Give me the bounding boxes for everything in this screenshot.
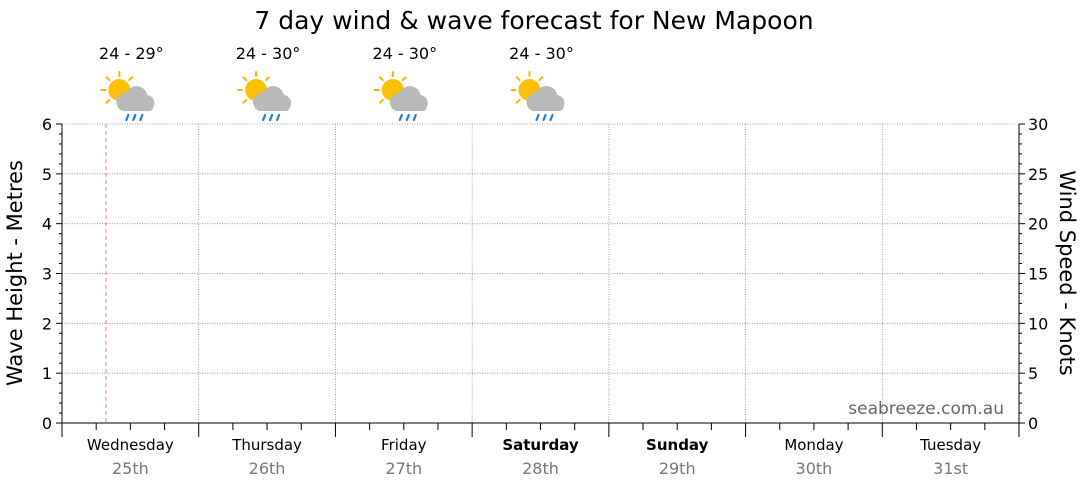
sun-ray xyxy=(105,76,111,82)
chart-title: 7 day wind & wave forecast for New Mapoo… xyxy=(254,6,813,35)
x-day-label: Wednesday xyxy=(87,436,174,454)
rain-drop xyxy=(542,113,547,122)
sun-ray xyxy=(515,98,521,104)
rain-drop xyxy=(275,113,281,122)
y-right-tick-label: 20 xyxy=(1028,215,1048,234)
daily-temp-range: 24 - 30° xyxy=(372,44,437,63)
y-right-tick-label: 25 xyxy=(1028,165,1048,184)
y-right-tick-label: 10 xyxy=(1028,314,1048,333)
x-day-label: Monday xyxy=(784,436,843,454)
y-right-tick-label: 0 xyxy=(1028,414,1038,433)
x-date-label: 25th xyxy=(112,459,149,478)
x-day-label: Thursday xyxy=(231,436,302,454)
rain-drop xyxy=(139,113,144,122)
x-date-label: 26th xyxy=(249,459,286,478)
cloud-base xyxy=(119,102,154,111)
y-left-tick-label: 2 xyxy=(42,314,52,333)
sun-cloud-rain-icon xyxy=(373,71,428,122)
sun-cloud-rain-icon xyxy=(237,71,292,122)
y-right-tick-label: 15 xyxy=(1028,265,1048,284)
y-left-tick-label: 5 xyxy=(42,165,52,184)
x-day-label: Tuesday xyxy=(919,436,981,454)
x-date-label: 28th xyxy=(522,459,559,478)
y-axis-left-label: Wave Height - Metres xyxy=(3,160,27,386)
x-date-label: 31st xyxy=(933,459,968,478)
x-date-label: 30th xyxy=(796,459,833,478)
x-date-label: 27th xyxy=(385,459,422,478)
sun-ray xyxy=(242,98,248,104)
sun-ray xyxy=(515,76,521,82)
sun-cloud-rain-icon xyxy=(510,71,565,122)
grid xyxy=(62,123,1019,423)
x-date-label: 29th xyxy=(659,459,696,478)
cloud-base xyxy=(529,102,564,111)
rain-drop xyxy=(132,113,137,122)
x-day-label: Friday xyxy=(381,436,427,454)
sun-ray xyxy=(401,76,407,82)
rain-drop xyxy=(549,113,554,122)
sun-ray xyxy=(105,98,111,104)
rain-drop xyxy=(268,113,274,122)
x-day-label: Saturday xyxy=(502,436,579,454)
rain-drop xyxy=(398,113,403,122)
y-left-tick-label: 0 xyxy=(42,414,52,433)
y-left-tick-label: 4 xyxy=(42,215,52,234)
sun-ray xyxy=(128,76,134,82)
watermark: seabreeze.com.au xyxy=(848,399,1004,419)
daily-temp-range: 24 - 29° xyxy=(99,44,164,63)
y-left-tick-label: 3 xyxy=(42,265,52,284)
y-left-tick-label: 1 xyxy=(42,364,52,383)
x-axis-day-labels: Wednesday 25th Thursday 26th Friday 27th Satur… xyxy=(87,436,981,478)
daily-temp-range: 24 - 30° xyxy=(236,44,301,63)
sun-ray xyxy=(538,76,544,82)
rain-drop xyxy=(535,113,540,122)
y-axis-right-label: Wind Speed - Knots xyxy=(1055,170,1079,375)
daily-weather-row: 24 - 29° 24 - 30° 24 - 30° 24 - 30° xyxy=(99,44,574,122)
sun-ray xyxy=(264,76,270,82)
cloud-base xyxy=(256,102,291,111)
x-day-label: Sunday xyxy=(646,436,709,454)
sun-ray xyxy=(379,98,384,104)
rain-drop xyxy=(412,113,417,122)
sun-ray xyxy=(242,76,248,82)
daily-temp-range: 24 - 30° xyxy=(509,44,574,63)
rain-drop xyxy=(261,113,267,122)
rain-drop xyxy=(125,113,130,122)
cloud-base xyxy=(392,102,427,111)
axes: 0 1 2 3 4 5 6 0 5 10 15 20 25 30 xyxy=(42,115,1048,437)
rain-drop xyxy=(405,113,410,122)
sun-ray xyxy=(379,76,384,82)
sun-cloud-rain-icon xyxy=(100,71,155,122)
y-right-tick-label: 5 xyxy=(1028,364,1038,383)
y-right-tick-label: 30 xyxy=(1028,115,1048,134)
y-left-tick-label: 6 xyxy=(42,115,52,134)
